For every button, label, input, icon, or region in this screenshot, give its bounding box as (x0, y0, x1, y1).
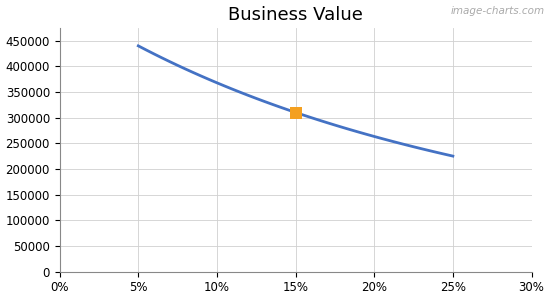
Title: Business Value: Business Value (228, 6, 363, 24)
Point (291, 110, 300, 115)
Text: image-charts.com: image-charts.com (450, 6, 544, 16)
